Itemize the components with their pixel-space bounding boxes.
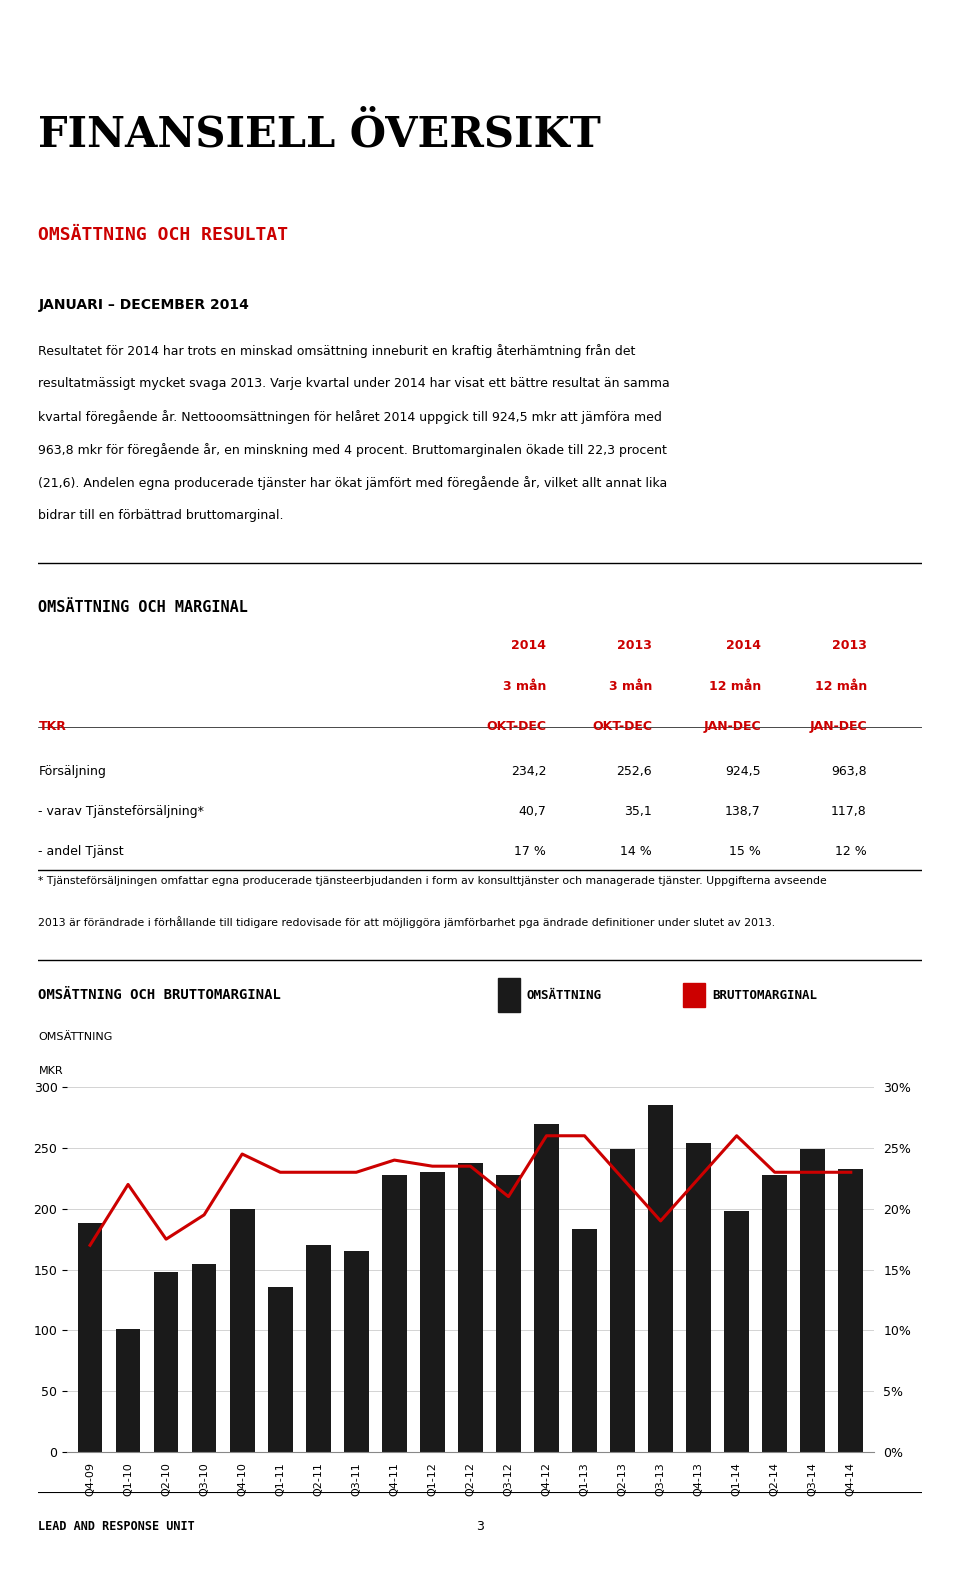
Bar	[724, 1211, 749, 1452]
Text: OKT-DEC: OKT-DEC	[486, 720, 546, 733]
Text: 2013 är förändrade i förhållande till tidigare redovisade för att möjliggöra jäm: 2013 är förändrade i förhållande till ti…	[38, 916, 776, 927]
Text: 2014: 2014	[726, 640, 761, 652]
Bar	[611, 1149, 635, 1452]
Text: OMSÄTTNING OCH RESULTAT: OMSÄTTNING OCH RESULTAT	[38, 225, 289, 244]
Text: Försäljning: Försäljning	[38, 765, 107, 778]
Text: MKR: MKR	[38, 1066, 63, 1076]
Text: JANUARI – DECEMBER 2014: JANUARI – DECEMBER 2014	[38, 298, 250, 311]
Text: 2013: 2013	[832, 640, 867, 652]
Text: bidrar till en förbättrad bruttomarginal.: bidrar till en förbättrad bruttomarginal…	[38, 509, 284, 522]
Text: 17 %: 17 %	[515, 846, 546, 859]
Bar	[192, 1263, 217, 1452]
Text: 14 %: 14 %	[620, 846, 652, 859]
Bar	[382, 1174, 407, 1452]
Bar	[229, 1209, 254, 1452]
Text: 963,8: 963,8	[831, 765, 867, 778]
Text: - andel Tjänst: - andel Tjänst	[38, 846, 124, 859]
Text: 963,8 mkr för föregående år, en minskning med 4 procent. Bruttomarginalen ökade : 963,8 mkr för föregående år, en minsknin…	[38, 443, 667, 457]
Text: 138,7: 138,7	[725, 805, 761, 817]
Text: kvartal föregående år. Nettooomsättningen för helåret 2014 uppgick till 924,5 mk: kvartal föregående år. Nettooomsättninge…	[38, 411, 662, 424]
Bar	[684, 984, 706, 1008]
Text: TKR: TKR	[38, 720, 66, 733]
Text: 2014: 2014	[512, 640, 546, 652]
Bar	[78, 1224, 103, 1452]
Text: 12 %: 12 %	[835, 846, 867, 859]
Bar	[686, 1143, 711, 1452]
Text: LEAD AND RESPONSE UNIT: LEAD AND RESPONSE UNIT	[38, 1520, 195, 1533]
Text: 40,7: 40,7	[518, 805, 546, 817]
Bar	[344, 1251, 369, 1452]
Bar	[268, 1287, 293, 1452]
Text: OMSÄTTNING: OMSÄTTNING	[527, 989, 602, 1001]
Text: Resultatet för 2014 har trots en minskad omsättning inneburit en kraftig återhäm: Resultatet för 2014 har trots en minskad…	[38, 344, 636, 359]
Bar	[801, 1149, 825, 1452]
Text: OMSÄTTNING OCH BRUTTOMARGINAL: OMSÄTTNING OCH BRUTTOMARGINAL	[38, 989, 281, 1001]
Bar	[762, 1174, 787, 1452]
Text: 3 mån: 3 mån	[609, 679, 652, 692]
Text: OKT-DEC: OKT-DEC	[592, 720, 652, 733]
Text: 12 mån: 12 mån	[708, 679, 761, 692]
Text: BRUTTOMARGINAL: BRUTTOMARGINAL	[712, 989, 817, 1001]
Bar	[116, 1330, 140, 1452]
Text: 924,5: 924,5	[725, 765, 761, 778]
Bar	[497, 978, 519, 1013]
Text: OMSÄTTNING OCH MARGINAL: OMSÄTTNING OCH MARGINAL	[38, 600, 249, 614]
Text: OMSÄTTNING: OMSÄTTNING	[38, 1032, 112, 1041]
Text: resultatmässigt mycket svaga 2013. Varje kvartal under 2014 har visat ett bättre: resultatmässigt mycket svaga 2013. Varje…	[38, 378, 670, 390]
Text: 15 %: 15 %	[729, 846, 761, 859]
Text: 3: 3	[476, 1520, 484, 1533]
Bar	[648, 1105, 673, 1452]
Text: FINANSIELL ÖVERSIKT: FINANSIELL ÖVERSIKT	[38, 114, 601, 156]
Text: JAN-DEC: JAN-DEC	[704, 720, 761, 733]
Text: 252,6: 252,6	[616, 765, 652, 778]
Text: 3 mån: 3 mån	[503, 679, 546, 692]
Text: - varav Tjänsteförsäljning*: - varav Tjänsteförsäljning*	[38, 805, 204, 817]
Bar	[458, 1163, 483, 1452]
Text: JAN-DEC: JAN-DEC	[809, 720, 867, 733]
Bar	[306, 1246, 330, 1452]
Bar	[572, 1230, 597, 1452]
Bar	[420, 1173, 444, 1452]
Bar	[496, 1174, 520, 1452]
Text: 234,2: 234,2	[511, 765, 546, 778]
Bar	[154, 1273, 179, 1452]
Bar	[838, 1168, 863, 1452]
Text: 12 mån: 12 mån	[815, 679, 867, 692]
Text: 117,8: 117,8	[831, 805, 867, 817]
Text: * Tjänsteförsäljningen omfattar egna producerade tjänsteerbjudanden i form av ko: * Tjänsteförsäljningen omfattar egna pro…	[38, 876, 828, 886]
Bar	[534, 1124, 559, 1452]
Text: 2013: 2013	[617, 640, 652, 652]
Text: 35,1: 35,1	[624, 805, 652, 817]
Text: (21,6). Andelen egna producerade tjänster har ökat jämfört med föregående år, vi: (21,6). Andelen egna producerade tjänste…	[38, 476, 667, 490]
Text: CAPERIO: CAPERIO	[761, 30, 861, 56]
